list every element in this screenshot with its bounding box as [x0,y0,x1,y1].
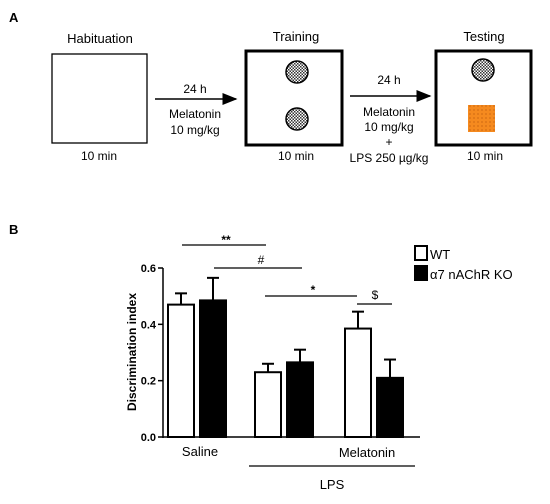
y-ticks: 0.0 0.2 0.4 0.6 [141,263,163,444]
bars-group [167,299,404,439]
bar-wt [254,371,282,439]
arrow2-lps-dose: LPS 250 µg/kg [350,151,429,165]
habituation-title: Habituation [67,31,133,46]
y-tick-label: 0.2 [141,376,156,388]
bar-ko [286,361,314,439]
sig-star: * [311,283,316,297]
legend-label-wt: WT [430,247,450,262]
legend: WT α7 nAChR KO [414,245,513,282]
testing-duration: 10 min [467,149,503,163]
arrow2-time: 24 h [377,73,400,87]
error-bars-group [175,276,396,378]
arrow1-dose: 10 mg/kg [170,123,219,137]
legend-swatch-wt [414,245,428,261]
legend-swatch-ko [414,265,428,281]
bar-ko [376,376,404,439]
y-axis-label: Discrimination index [125,293,139,411]
training-object-top [285,60,309,84]
y-tick-label: 0.4 [141,319,157,331]
testing-title: Testing [463,29,504,44]
habituation-arena [51,53,148,144]
training-object-bottom [285,107,309,131]
panel-a-label: A [9,10,19,25]
sig-hash: # [258,253,265,267]
group-label-saline: Saline [182,444,218,459]
arrow1-time: 24 h [183,82,206,96]
legend-label-ko: α7 nAChR KO [430,267,513,282]
sig-double-star: ** [221,233,231,247]
y-tick-label: 0.0 [141,432,156,444]
arrow2-dose: 10 mg/kg [364,120,413,134]
training-duration: 10 min [278,149,314,163]
arrow1-drug: Melatonin [169,107,221,121]
arrow2-drug: Melatonin [363,105,415,119]
panel-b-label: B [9,222,18,237]
habituation-duration: 10 min [81,149,117,163]
sig-dollar: $ [372,288,379,302]
group-label-lps: LPS [320,477,345,492]
bar-ko [199,299,227,438]
testing-familiar-object [471,58,495,82]
bar-wt [344,327,372,438]
bar-wt [167,303,195,438]
group-label-melatonin: Melatonin [339,445,395,460]
testing-novel-object [468,105,495,132]
training-title: Training [273,29,319,44]
y-tick-label: 0.6 [141,263,156,275]
arrow2-plus: + [385,135,392,149]
